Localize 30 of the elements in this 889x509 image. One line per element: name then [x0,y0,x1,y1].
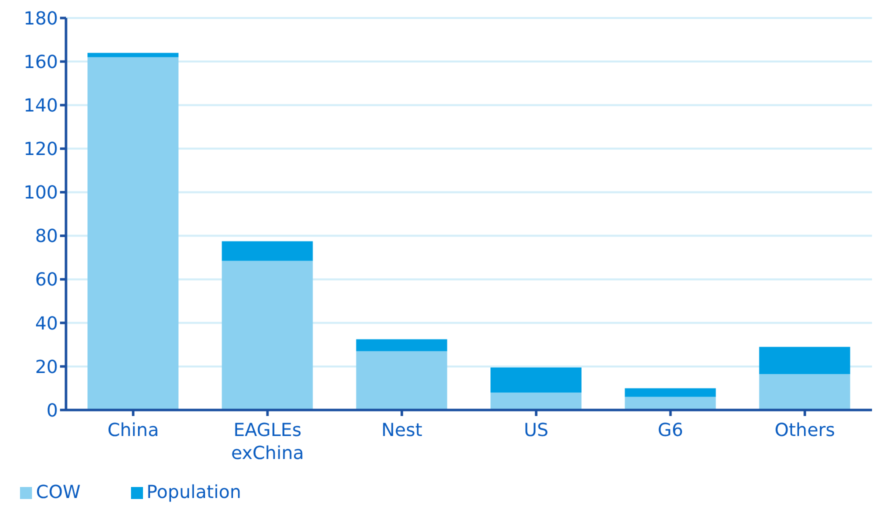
bar [759,346,850,374]
y-tick-label: 40 [35,313,58,334]
bar [356,339,448,352]
bar [490,368,582,393]
bar [759,374,850,410]
y-tick-label: 60 [35,270,58,291]
x-tick-label: US [524,420,548,441]
legend-label: COW [36,482,81,503]
y-tick-label: 140 [24,96,58,116]
bar [624,396,716,410]
x-tick-label: G6 [658,420,684,441]
x-tick-label: Nest [381,420,422,441]
bar [356,351,448,410]
bar [222,241,313,261]
y-tick-label: 20 [35,356,58,378]
y-tick-label: 120 [24,139,58,160]
bar [624,388,716,397]
y-tick-label: 100 [24,182,58,204]
y-tick-label: 0 [46,400,58,422]
bar [222,260,313,410]
bar [87,52,178,58]
x-tick-label: Others [774,420,836,441]
x-tick-label: China [107,420,159,441]
y-tick-label: 180 [24,8,58,30]
bar [87,57,178,410]
y-tick-label: 80 [35,226,58,248]
bar [490,392,582,410]
legend-label: Population [146,482,242,503]
y-tick-label: 160 [24,52,58,73]
x-tick-label: EAGLEs exChina [231,420,304,464]
